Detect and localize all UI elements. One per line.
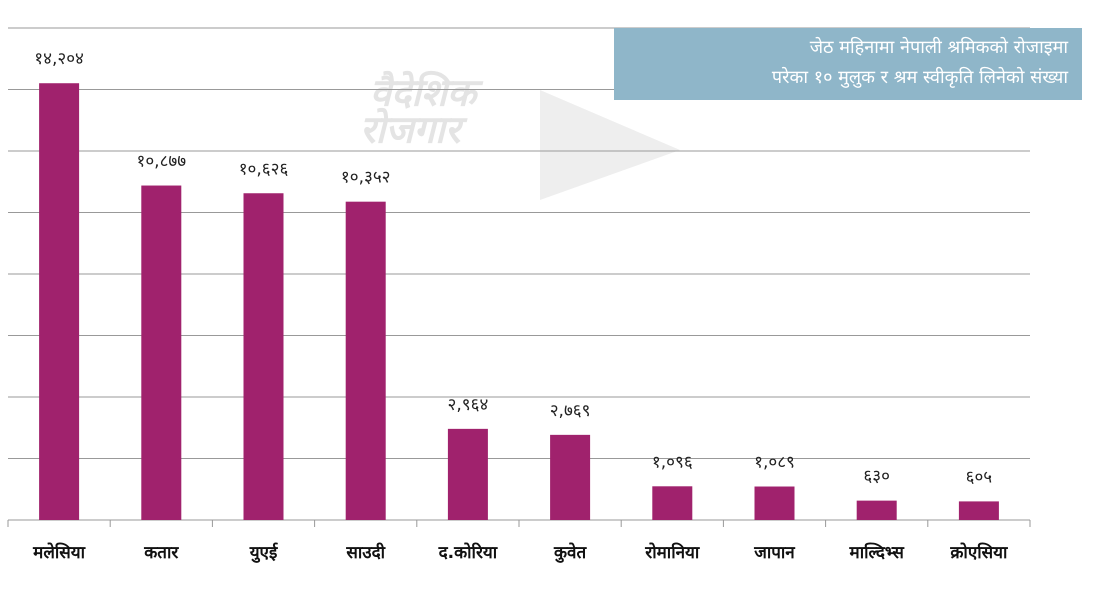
bar (857, 501, 897, 520)
value-label: १०,६२६ (239, 159, 289, 179)
value-label: ६०५ (966, 467, 993, 487)
x-tick-label: रोमानिया (644, 542, 700, 563)
bar (652, 486, 692, 520)
value-label: १४,२०४ (34, 49, 84, 69)
watermark: रोजगार (360, 108, 468, 152)
value-label: १०,३५२ (341, 168, 391, 188)
bar (244, 193, 284, 520)
bar (346, 202, 386, 520)
bar (39, 83, 79, 520)
x-tick-label: क्रोएसिया (949, 542, 1008, 563)
x-tick-label: माल्दिभ्स (849, 542, 906, 563)
chart-title: जेठ महिनामा नेपाली श्रमिकको रोजाइमा (810, 36, 1069, 58)
chart-title: परेका १० मुलुक र श्रम स्वीकृति लिनेको सं… (772, 66, 1068, 88)
value-label: १,०९६ (652, 452, 693, 472)
value-label: १,०८९ (754, 453, 795, 473)
x-tick-label: जापान (753, 543, 795, 563)
x-tick-label: साउदी (345, 542, 385, 563)
bar (141, 186, 181, 520)
x-tick-label: युएई (249, 542, 279, 563)
bar (755, 487, 795, 520)
value-label: २,७६९ (550, 401, 591, 421)
x-tick-label: मलेसिया (32, 542, 85, 563)
x-tick-label: द.कोरिया (438, 542, 498, 563)
value-label: २,९६४ (448, 395, 489, 415)
x-tick-label: कुवेत (553, 542, 588, 563)
chart: वैदेशिक रोजगार मलेसिया१४,२०४कतार१०,८७७यु… (0, 0, 1094, 589)
value-label: १०,८७७ (136, 152, 186, 172)
value-label: ६३० (863, 467, 890, 487)
bar (550, 435, 590, 520)
bar (448, 429, 488, 520)
bar (959, 501, 999, 520)
x-tick-label: कतार (143, 543, 179, 563)
